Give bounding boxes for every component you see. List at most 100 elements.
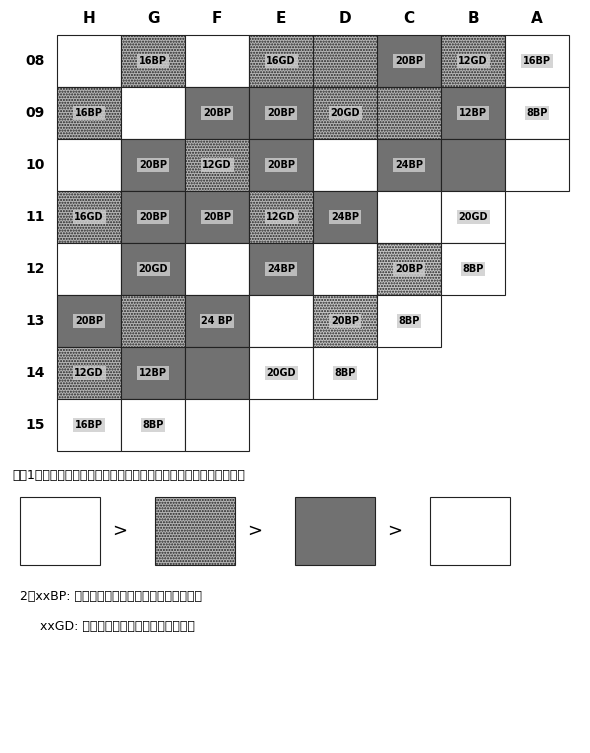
Bar — [121, 35, 185, 87]
Bar — [249, 35, 313, 87]
Text: 20BP: 20BP — [395, 56, 423, 66]
Bar — [121, 243, 185, 295]
Text: B: B — [467, 11, 479, 26]
Text: G: G — [147, 11, 159, 26]
Bar — [441, 243, 505, 295]
Text: 12GD: 12GD — [266, 212, 296, 222]
Bar — [121, 399, 185, 451]
Bar — [249, 191, 313, 243]
Bar — [505, 139, 569, 191]
Text: 08: 08 — [25, 54, 45, 68]
Bar — [313, 139, 377, 191]
Bar — [57, 295, 121, 347]
Text: 8BP: 8BP — [142, 420, 163, 430]
Bar — [57, 399, 121, 451]
Text: F: F — [212, 11, 222, 26]
Text: E: E — [276, 11, 286, 26]
Text: 8BP: 8BP — [526, 108, 548, 118]
Text: 15: 15 — [25, 418, 45, 432]
Bar — [313, 347, 377, 399]
Bar — [313, 191, 377, 243]
Bar — [249, 243, 313, 295]
Text: 2）xxBP: 表示组件含有的硒硅玻璃毒物棒数量；: 2）xxBP: 表示组件含有的硒硅玻璃毒物棒数量； — [20, 590, 202, 603]
Text: A: A — [531, 11, 543, 26]
Bar — [441, 35, 505, 87]
Bar — [185, 347, 249, 399]
Bar — [20, 497, 100, 565]
Text: 11: 11 — [25, 210, 45, 224]
Bar — [441, 191, 505, 243]
Text: 12GD: 12GD — [74, 368, 104, 378]
Bar — [57, 87, 121, 139]
Text: 12BP: 12BP — [459, 108, 487, 118]
Text: 20GD: 20GD — [330, 108, 360, 118]
Text: 12: 12 — [25, 262, 45, 276]
Bar — [377, 139, 441, 191]
Text: 12GD: 12GD — [202, 160, 232, 170]
Bar — [121, 347, 185, 399]
Text: 8BP: 8BP — [335, 368, 356, 378]
Text: 16BP: 16BP — [523, 56, 551, 66]
Text: >: > — [388, 522, 402, 540]
Bar — [295, 497, 375, 565]
Text: H: H — [83, 11, 96, 26]
Text: 20GD: 20GD — [138, 264, 168, 274]
Text: 注：1）不同图案表示不同富集度的燃料组件，其富集度大小顺序为：: 注：1）不同图案表示不同富集度的燃料组件，其富集度大小顺序为： — [12, 469, 245, 482]
Text: 20BP: 20BP — [331, 316, 359, 326]
Bar — [430, 497, 510, 565]
Text: >: > — [247, 522, 263, 540]
Text: 16BP: 16BP — [139, 56, 167, 66]
Bar — [377, 191, 441, 243]
Bar — [377, 35, 441, 87]
Text: 24BP: 24BP — [331, 212, 359, 222]
Text: 20GD: 20GD — [266, 368, 296, 378]
Text: 24 BP: 24 BP — [201, 316, 232, 326]
Text: xxGD: 表示组件中所含载鈆燃料棒数量。: xxGD: 表示组件中所含载鈆燃料棒数量。 — [40, 620, 195, 633]
Text: 16BP: 16BP — [75, 420, 103, 430]
Bar — [155, 497, 235, 565]
Bar — [249, 87, 313, 139]
Text: 20BP: 20BP — [267, 160, 295, 170]
Text: >: > — [113, 522, 127, 540]
Bar — [57, 35, 121, 87]
Bar — [249, 139, 313, 191]
Text: C: C — [404, 11, 415, 26]
Text: 09: 09 — [25, 106, 45, 120]
Text: 20BP: 20BP — [75, 316, 103, 326]
Bar — [185, 87, 249, 139]
Bar — [121, 139, 185, 191]
Text: 20GD: 20GD — [458, 212, 488, 222]
Text: 8BP: 8BP — [463, 264, 484, 274]
Bar — [121, 191, 185, 243]
Text: D: D — [339, 11, 351, 26]
Bar — [441, 139, 505, 191]
Bar — [57, 139, 121, 191]
Text: 12GD: 12GD — [458, 56, 488, 66]
Text: 14: 14 — [25, 366, 45, 380]
Bar — [185, 191, 249, 243]
Bar — [377, 295, 441, 347]
Bar — [313, 295, 377, 347]
Text: 20BP: 20BP — [139, 160, 167, 170]
Text: 8BP: 8BP — [398, 316, 419, 326]
Text: 24BP: 24BP — [267, 264, 295, 274]
Bar — [57, 243, 121, 295]
Bar — [185, 35, 249, 87]
Text: 20BP: 20BP — [267, 108, 295, 118]
Bar — [57, 191, 121, 243]
Text: 20BP: 20BP — [203, 108, 231, 118]
Bar — [121, 87, 185, 139]
Bar — [185, 139, 249, 191]
Text: 24BP: 24BP — [395, 160, 423, 170]
Bar — [57, 347, 121, 399]
Bar — [121, 295, 185, 347]
Text: 20BP: 20BP — [395, 264, 423, 274]
Bar — [313, 243, 377, 295]
Bar — [377, 243, 441, 295]
Bar — [185, 295, 249, 347]
Bar — [185, 399, 249, 451]
Bar — [505, 35, 569, 87]
Bar — [249, 347, 313, 399]
Text: 16GD: 16GD — [74, 212, 104, 222]
Text: 20BP: 20BP — [139, 212, 167, 222]
